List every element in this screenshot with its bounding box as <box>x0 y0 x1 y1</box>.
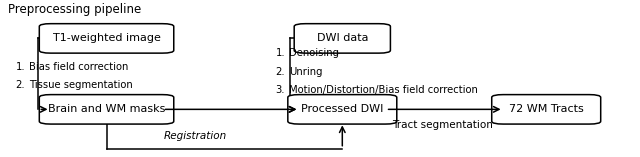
Text: 3.: 3. <box>275 85 285 95</box>
Text: Processed DWI: Processed DWI <box>301 104 383 114</box>
Text: Tract segmentation: Tract segmentation <box>392 120 493 130</box>
Text: Unring: Unring <box>289 67 323 77</box>
Text: Denoising: Denoising <box>289 48 339 58</box>
Text: 2.: 2. <box>275 67 285 77</box>
Text: Preprocessing pipeline: Preprocessing pipeline <box>8 3 141 16</box>
Text: 1.: 1. <box>15 62 25 72</box>
FancyBboxPatch shape <box>39 95 173 124</box>
Text: 72 WM Tracts: 72 WM Tracts <box>509 104 584 114</box>
Text: Tissue segmentation: Tissue segmentation <box>29 80 133 90</box>
Text: T1-weighted image: T1-weighted image <box>52 33 161 43</box>
Text: Registration: Registration <box>164 131 227 141</box>
Text: Motion/Distortion/Bias field correction: Motion/Distortion/Bias field correction <box>289 85 478 95</box>
FancyBboxPatch shape <box>492 95 601 124</box>
Text: Bias field correction: Bias field correction <box>29 62 129 72</box>
FancyBboxPatch shape <box>39 24 173 53</box>
Text: 2.: 2. <box>15 80 25 90</box>
Text: DWI data: DWI data <box>317 33 368 43</box>
Text: 1.: 1. <box>275 48 285 58</box>
Text: Brain and WM masks: Brain and WM masks <box>48 104 165 114</box>
FancyBboxPatch shape <box>288 95 397 124</box>
FancyBboxPatch shape <box>294 24 390 53</box>
